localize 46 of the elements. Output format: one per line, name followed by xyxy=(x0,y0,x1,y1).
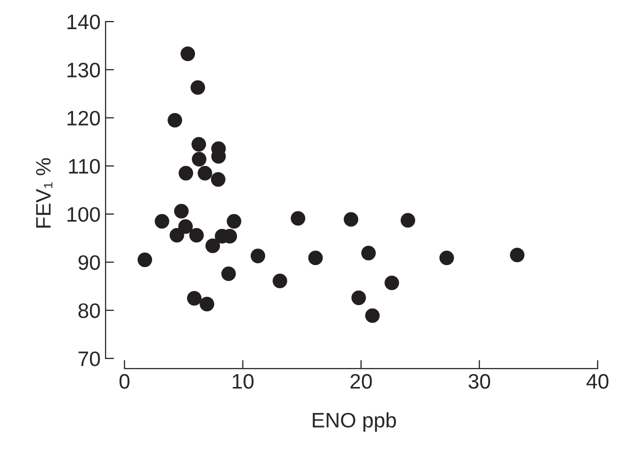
point xyxy=(226,214,242,229)
point xyxy=(170,228,184,243)
point xyxy=(187,291,202,306)
x-tick-label: 40 xyxy=(586,374,608,389)
point xyxy=(384,276,400,290)
x-axis-title: ENO ppb xyxy=(312,412,396,432)
point xyxy=(189,228,204,243)
point xyxy=(174,204,189,218)
point xyxy=(168,112,182,128)
point xyxy=(400,213,416,228)
point xyxy=(365,308,380,323)
point xyxy=(154,214,170,229)
y-tick-label: 120 xyxy=(68,110,100,126)
y-tick-label: 110 xyxy=(69,158,100,174)
y-tick-label: 90 xyxy=(78,255,100,270)
y-tick-label: 80 xyxy=(78,303,100,318)
y-axis-title: FEV₁ % xyxy=(36,158,52,228)
point xyxy=(439,250,454,266)
point xyxy=(191,137,206,152)
point xyxy=(178,166,194,180)
point xyxy=(180,46,196,62)
point xyxy=(221,266,236,282)
point xyxy=(205,238,220,254)
y-tick-label: 140 xyxy=(68,14,100,30)
point xyxy=(178,219,193,234)
point xyxy=(200,296,214,312)
point xyxy=(351,290,366,306)
point xyxy=(361,246,376,260)
y-tick-label: 70 xyxy=(78,351,100,366)
point xyxy=(190,80,206,95)
x-tick-label: 10 xyxy=(232,374,254,389)
point xyxy=(290,211,306,226)
point xyxy=(210,172,226,187)
point xyxy=(138,252,152,268)
point xyxy=(272,274,288,288)
point xyxy=(198,166,212,180)
x-tick-label: 30 xyxy=(468,374,490,389)
point xyxy=(192,152,206,166)
y-tick-label: 100 xyxy=(68,207,100,222)
x-tick-label: 0 xyxy=(120,374,130,389)
point xyxy=(250,248,266,264)
point xyxy=(510,248,524,262)
y-tick-label: 130 xyxy=(68,62,100,78)
point xyxy=(308,250,323,266)
point xyxy=(344,212,358,227)
x-tick-label: 20 xyxy=(350,374,372,389)
